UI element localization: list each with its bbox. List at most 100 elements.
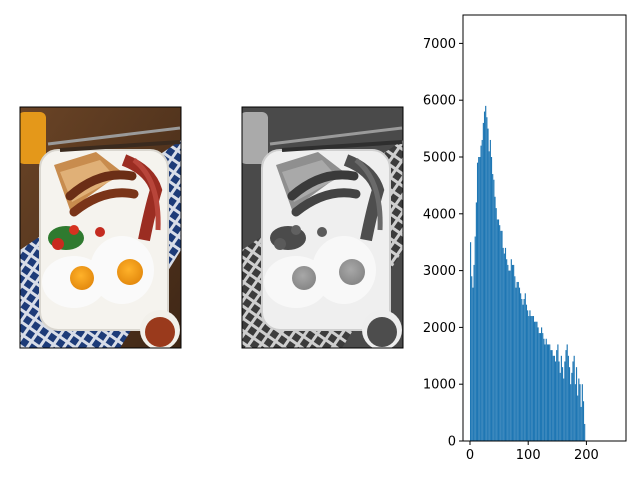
histogram-bar — [517, 281, 519, 441]
color-photo-frame — [19, 106, 182, 349]
histogram-bar — [567, 355, 569, 441]
histogram-bar — [556, 350, 558, 441]
histogram-bar — [568, 367, 571, 441]
histogram-bar — [553, 355, 555, 441]
histogram-bar — [485, 105, 487, 441]
histogram-bar — [496, 219, 498, 441]
histogram-bar — [566, 344, 568, 441]
histogram-bar — [524, 293, 526, 441]
histogram-bar — [539, 333, 541, 441]
histogram-bar — [541, 327, 543, 441]
histogram-bar — [479, 157, 481, 441]
y-tick-label: 6000 — [423, 94, 456, 109]
y-tick-label: 2000 — [423, 321, 456, 336]
histogram-bar — [528, 316, 530, 441]
histogram-bar — [582, 401, 585, 441]
histogram-bar — [532, 316, 535, 441]
histogram-bar — [483, 111, 486, 441]
histogram-bar — [525, 304, 528, 441]
histogram-bar — [502, 247, 504, 441]
histogram-bar — [549, 344, 551, 441]
x-tick-label: 200 — [574, 448, 599, 463]
histogram-bar — [550, 350, 552, 441]
y-tick-label: 0 — [448, 435, 456, 450]
histogram-bar — [577, 395, 579, 441]
histogram-bar — [473, 264, 475, 441]
histogram-bar — [546, 344, 548, 441]
histogram-bar — [488, 151, 490, 441]
histogram-bar — [509, 270, 511, 441]
histogram-bar — [529, 310, 531, 441]
y-tick-label: 1000 — [423, 378, 456, 393]
histogram-bar — [580, 406, 582, 441]
histogram-bar — [537, 327, 539, 441]
histogram-bar — [558, 361, 560, 441]
color-photo — [20, 107, 181, 348]
histogram-bars — [469, 105, 586, 442]
histogram-bar — [564, 361, 566, 441]
histogram-bar — [579, 384, 581, 441]
histogram-bar — [534, 321, 536, 441]
histogram-bar — [521, 299, 523, 441]
histogram-bar — [531, 316, 533, 441]
y-tick-label: 7000 — [423, 37, 456, 52]
histogram-bar — [584, 423, 586, 441]
histogram-bar — [506, 259, 508, 441]
histogram-bar — [557, 344, 559, 441]
histogram-bar — [570, 384, 572, 441]
histogram-bar — [489, 139, 491, 441]
histogram-bar — [565, 350, 567, 441]
y-axis: 0 1000 2000 3000 4000 5000 6000 7000 — [423, 37, 463, 450]
histogram-bar — [474, 236, 476, 441]
histogram-bar — [551, 350, 553, 441]
histogram-bar — [536, 321, 538, 441]
histogram-bar — [574, 384, 576, 441]
histogram-bar — [535, 321, 537, 441]
histogram-bar — [472, 287, 474, 441]
histogram-bar — [510, 259, 512, 441]
histogram-bar — [581, 384, 583, 441]
histogram-bar — [530, 316, 532, 441]
histogram-bar — [575, 367, 578, 441]
plot-frame — [462, 14, 627, 442]
histogram-bar — [469, 242, 472, 441]
histogram-bar — [504, 247, 507, 441]
histogram-bar — [499, 225, 501, 441]
histogram-bar — [495, 208, 497, 441]
histogram-bar — [573, 355, 575, 441]
histogram-bar — [515, 287, 517, 441]
grayscale-photo — [242, 107, 403, 348]
histogram-bar — [560, 355, 562, 441]
histogram-bar — [545, 338, 547, 441]
y-tick-label: 4000 — [423, 207, 456, 222]
histogram-bar — [552, 355, 554, 441]
histogram-bar — [578, 378, 580, 441]
histogram-bar — [486, 117, 488, 442]
histogram-bar — [547, 344, 550, 441]
histogram-bar — [487, 128, 489, 441]
histogram-bar — [559, 372, 561, 441]
histogram-bar — [501, 230, 503, 441]
histogram-bar — [538, 333, 540, 441]
histogram-bar — [542, 333, 544, 441]
histogram-bar — [500, 230, 502, 441]
y-tick-label: 5000 — [423, 151, 456, 166]
histogram-bar — [554, 361, 557, 441]
x-tick-label: 0 — [466, 448, 474, 463]
histogram-bar — [481, 139, 483, 441]
histogram-bar — [572, 361, 574, 441]
histogram-bar — [544, 344, 546, 441]
histogram-bar — [476, 162, 479, 441]
grayscale-photo-frame — [241, 106, 404, 349]
histogram-bar — [522, 304, 524, 441]
histogram-bar — [571, 372, 573, 441]
histogram-bar — [475, 202, 477, 441]
x-tick-label: 100 — [516, 448, 541, 463]
histogram-bar — [494, 196, 496, 441]
histogram-bar — [503, 253, 505, 441]
histogram-chart: 0 1000 2000 3000 4000 5000 6000 7000 0 100 200 — [423, 14, 627, 463]
x-axis: 0 100 200 — [466, 441, 599, 463]
histogram-bar — [520, 293, 522, 441]
histogram-bar — [478, 157, 480, 441]
